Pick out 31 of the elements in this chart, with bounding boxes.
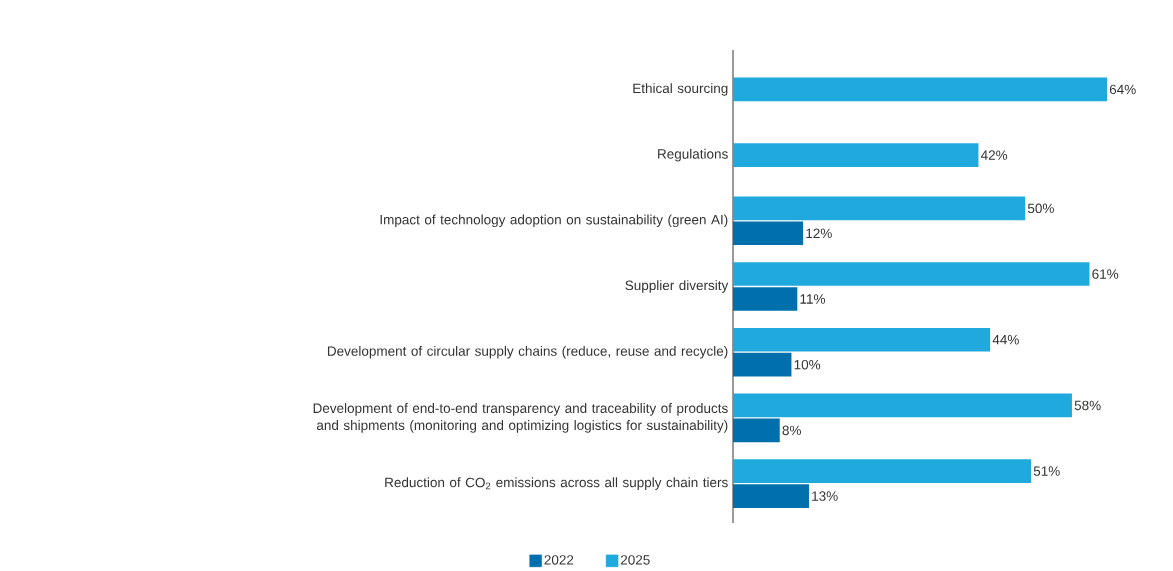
y-tick-label: Impact of technology adoption on sustainability (green AI) bbox=[380, 214, 728, 228]
legend-label: 2025 bbox=[620, 555, 650, 565]
data-label: 13% bbox=[812, 491, 838, 501]
bar bbox=[733, 418, 780, 443]
data-label: 44% bbox=[992, 335, 1019, 345]
bar bbox=[733, 287, 798, 311]
data-label: 64% bbox=[1109, 84, 1136, 95]
bar bbox=[733, 262, 1090, 286]
bar bbox=[733, 327, 991, 352]
bar bbox=[733, 352, 792, 377]
data-label: 12% bbox=[806, 228, 832, 239]
y-tick-label: Supplier diversity bbox=[625, 280, 729, 293]
bar bbox=[733, 393, 1072, 418]
data-label: 8% bbox=[782, 425, 801, 436]
data-label: 42% bbox=[980, 150, 1008, 160]
y-tick-label: Reduction of CO$_{2}$ emissions across all supply chain tiers bbox=[385, 477, 728, 490]
y-tick-label: Development of end-to-end transparency and traceability of products and shipments (monitoring and optimizing logistics for sustainability) bbox=[313, 403, 728, 433]
y-tick-label: Ethical sourcing bbox=[633, 83, 728, 96]
data-label: 58% bbox=[1074, 400, 1101, 411]
legend-label: 2022 bbox=[544, 555, 574, 565]
y-tick-label: Regulations bbox=[658, 148, 728, 162]
bar bbox=[733, 484, 809, 508]
bar bbox=[733, 221, 804, 246]
y-tick-label: Development of circular supply chains (reduce, reuse and recycle) bbox=[327, 345, 728, 359]
bar bbox=[733, 196, 1026, 221]
data-label: 61% bbox=[1092, 269, 1119, 279]
bar bbox=[733, 459, 1032, 483]
data-label: 10% bbox=[794, 359, 821, 370]
data-label: 51% bbox=[1033, 466, 1060, 476]
data-label: 50% bbox=[1027, 203, 1054, 214]
data-label: 11% bbox=[800, 294, 826, 304]
